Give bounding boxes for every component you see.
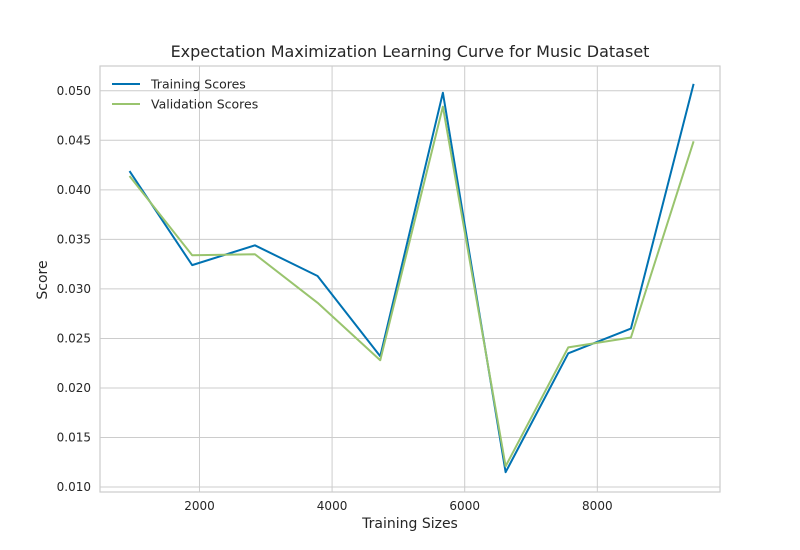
x-tick-label: 2000	[184, 499, 215, 513]
y-tick-label: 0.015	[57, 431, 91, 445]
x-tick-label: 6000	[449, 499, 480, 513]
x-axis-label: Training Sizes	[361, 516, 458, 532]
x-axis-ticks: 2000 4000 6000 8000	[184, 499, 612, 513]
y-tick-label: 0.035	[57, 232, 91, 246]
y-tick-label: 0.045	[57, 133, 91, 147]
legend: Training Scores Validation Scores	[112, 77, 258, 112]
y-tick-label: 0.025	[57, 331, 91, 345]
x-tick-label: 8000	[582, 499, 613, 513]
y-axis-ticks: 0.010 0.015 0.020 0.025 0.030 0.035 0.040 0.045…	[57, 84, 91, 494]
y-tick-label: 0.010	[57, 480, 91, 494]
chart-title: Expectation Maximization Learning Curve …	[171, 42, 650, 61]
series-line-training-scores	[128, 83, 695, 474]
y-tick-label: 0.050	[57, 84, 91, 98]
grid	[100, 66, 720, 492]
plot-frame	[99, 65, 721, 493]
y-axis-label: Score	[35, 260, 51, 299]
series-line-validation-scores	[128, 105, 695, 468]
x-tick-label: 4000	[317, 499, 348, 513]
legend-label: Training Scores	[150, 77, 246, 92]
y-tick-label: 0.020	[57, 381, 91, 395]
series-layer	[128, 83, 695, 474]
y-tick-label: 0.030	[57, 282, 91, 296]
legend-label: Validation Scores	[151, 97, 258, 112]
y-tick-label: 0.040	[57, 183, 91, 197]
